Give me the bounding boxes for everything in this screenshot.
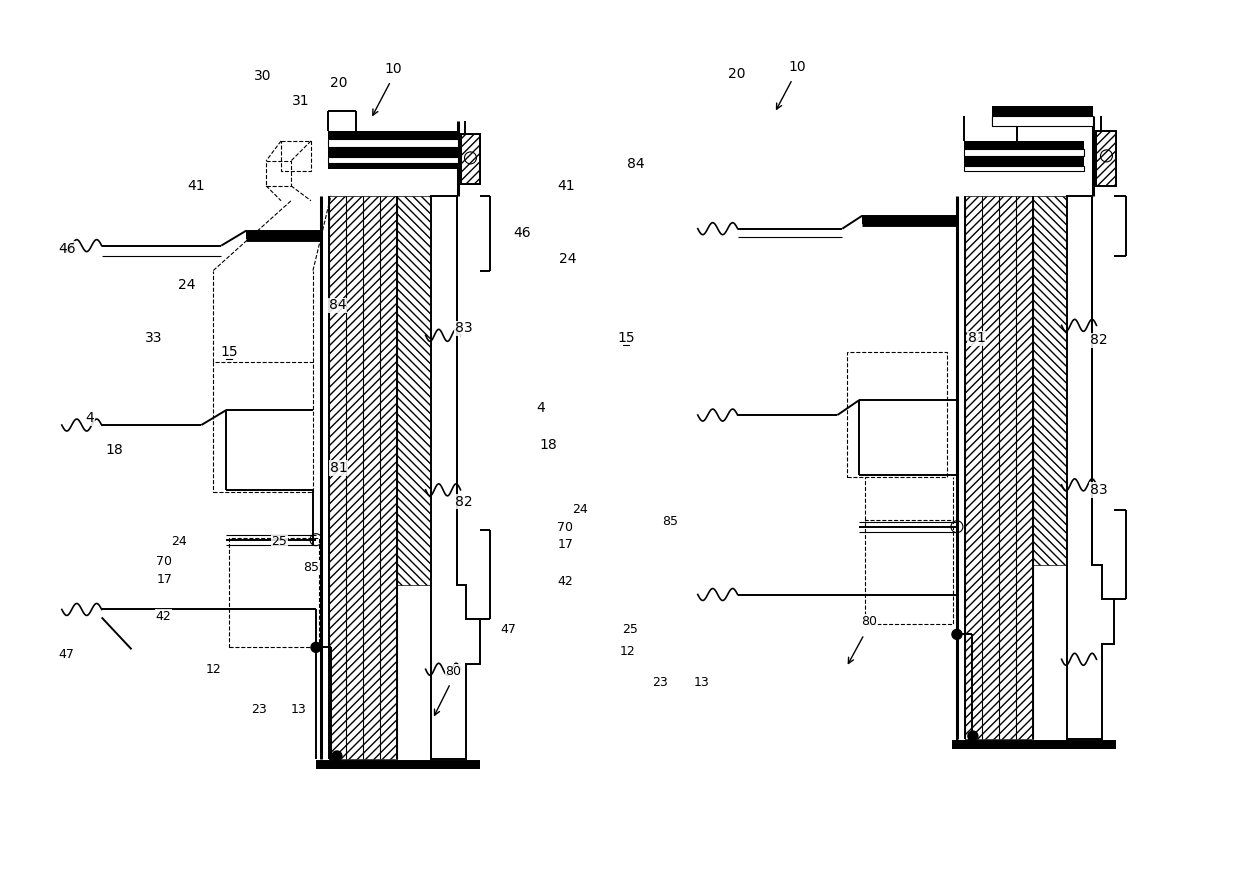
Bar bbox=[1096, 131, 1116, 186]
Bar bbox=[229, 537, 319, 648]
Text: 42: 42 bbox=[557, 575, 573, 588]
Text: 10: 10 bbox=[384, 62, 403, 76]
Bar bbox=[963, 166, 1084, 171]
Bar bbox=[847, 353, 947, 477]
Text: 13: 13 bbox=[694, 676, 709, 689]
Text: 24: 24 bbox=[171, 536, 187, 548]
Text: 20: 20 bbox=[728, 67, 745, 81]
Text: 46: 46 bbox=[513, 226, 531, 240]
Bar bbox=[247, 231, 321, 239]
Bar bbox=[1096, 131, 1116, 186]
Text: 12: 12 bbox=[206, 662, 221, 676]
Bar bbox=[963, 149, 1084, 156]
Text: 25: 25 bbox=[272, 536, 286, 548]
Polygon shape bbox=[1066, 196, 1115, 739]
Circle shape bbox=[952, 629, 962, 640]
Text: 4: 4 bbox=[86, 411, 94, 425]
Text: 13: 13 bbox=[291, 703, 306, 716]
Text: 31: 31 bbox=[293, 94, 310, 108]
Bar bbox=[327, 131, 458, 139]
Bar bbox=[327, 139, 458, 147]
Text: 17: 17 bbox=[557, 538, 573, 551]
Text: 47: 47 bbox=[58, 648, 74, 661]
Bar bbox=[316, 761, 480, 769]
Text: 81: 81 bbox=[330, 461, 347, 475]
Text: 12: 12 bbox=[620, 645, 636, 658]
Text: 70: 70 bbox=[557, 522, 573, 535]
Bar bbox=[460, 134, 480, 184]
Bar bbox=[460, 134, 480, 184]
Polygon shape bbox=[430, 196, 480, 759]
Bar bbox=[397, 196, 456, 584]
Text: 80: 80 bbox=[445, 665, 461, 678]
Text: 33: 33 bbox=[145, 332, 162, 346]
Bar bbox=[952, 741, 1116, 749]
Text: 15: 15 bbox=[221, 346, 238, 360]
Bar bbox=[862, 216, 957, 224]
Text: 24: 24 bbox=[559, 252, 577, 266]
Text: 18: 18 bbox=[105, 443, 124, 457]
Text: 10: 10 bbox=[789, 60, 806, 74]
Text: 41: 41 bbox=[557, 178, 575, 192]
Bar bbox=[329, 196, 397, 759]
Text: 23: 23 bbox=[252, 703, 267, 716]
Text: 30: 30 bbox=[254, 69, 272, 83]
Bar bbox=[866, 520, 952, 625]
Bar bbox=[1033, 196, 1092, 564]
Bar bbox=[965, 196, 1033, 739]
Bar bbox=[327, 157, 458, 163]
Text: 82: 82 bbox=[455, 494, 472, 508]
Text: 24: 24 bbox=[177, 278, 195, 292]
Text: 83: 83 bbox=[455, 321, 472, 335]
Bar bbox=[327, 163, 458, 169]
Text: 15: 15 bbox=[618, 332, 635, 346]
Circle shape bbox=[968, 732, 978, 741]
Text: 80: 80 bbox=[862, 615, 877, 628]
Text: 46: 46 bbox=[58, 242, 76, 256]
Text: 84: 84 bbox=[627, 157, 645, 171]
Text: 20: 20 bbox=[330, 76, 347, 90]
Text: 82: 82 bbox=[1090, 333, 1107, 347]
Text: 85: 85 bbox=[662, 515, 678, 528]
Bar bbox=[992, 106, 1094, 116]
Text: 81: 81 bbox=[968, 332, 986, 346]
Text: 83: 83 bbox=[1090, 483, 1107, 497]
Text: 23: 23 bbox=[652, 676, 668, 689]
Text: 41: 41 bbox=[187, 178, 205, 192]
Text: 25: 25 bbox=[622, 623, 637, 636]
Bar bbox=[213, 362, 312, 492]
Text: 85: 85 bbox=[303, 561, 319, 574]
Text: 42: 42 bbox=[155, 610, 171, 623]
Bar bbox=[963, 141, 1084, 149]
Text: 24: 24 bbox=[572, 503, 588, 516]
Bar bbox=[963, 156, 1084, 166]
Bar bbox=[327, 147, 458, 157]
Text: 84: 84 bbox=[329, 298, 347, 312]
Circle shape bbox=[311, 642, 321, 653]
Text: 18: 18 bbox=[539, 438, 557, 452]
Text: 17: 17 bbox=[156, 573, 172, 586]
Bar bbox=[992, 116, 1094, 126]
Text: 47: 47 bbox=[501, 623, 516, 636]
Circle shape bbox=[332, 751, 342, 761]
Text: 70: 70 bbox=[156, 555, 172, 568]
Text: 4: 4 bbox=[536, 401, 544, 415]
